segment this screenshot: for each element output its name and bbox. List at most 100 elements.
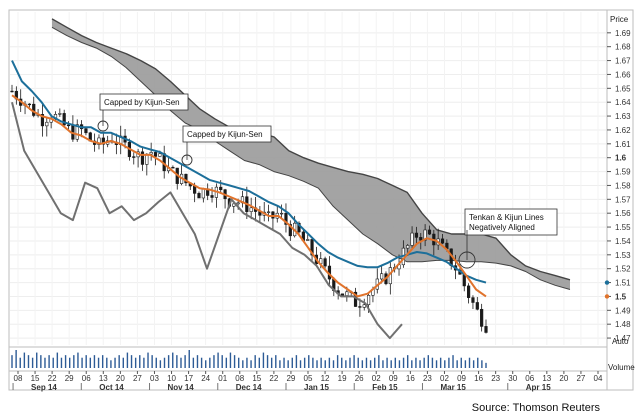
x-tick-label: 12 [321, 374, 330, 383]
volume-bar [31, 357, 34, 368]
volume-bar [184, 355, 186, 368]
volume-bar [97, 357, 100, 368]
volume-bar [303, 357, 306, 368]
candle-body [84, 128, 88, 134]
annotations: Capped by Kijun-Sen Capped by Kijun-Sen Te… [97, 93, 558, 269]
candle-body [306, 239, 310, 241]
candle-body [249, 207, 253, 212]
volume-bar [406, 355, 409, 368]
annotation-text: Capped by Kijun-Sen [104, 98, 180, 107]
volume-bar [435, 360, 438, 368]
volume-bar [180, 357, 182, 368]
volume-bar [89, 357, 92, 368]
x-month-label: Sep 14 [31, 383, 57, 392]
volume-bar [279, 360, 281, 368]
volume-bar [341, 357, 343, 368]
y-tick-label: 1.5 [615, 292, 627, 301]
annotation-circle [181, 154, 193, 166]
x-tick-label: 29 [65, 374, 74, 383]
candle-body [45, 121, 49, 127]
candle-body [140, 151, 145, 165]
candle-body [62, 113, 66, 126]
candle-body [236, 202, 240, 205]
candle-body [323, 258, 327, 267]
volume-bar [349, 357, 351, 368]
volume-bar [266, 355, 269, 368]
y-tick-label: 1.66 [615, 70, 631, 79]
x-tick-label: 08 [14, 374, 23, 383]
candle-body [27, 103, 31, 106]
volume-bar [345, 360, 347, 368]
volume-bar [386, 357, 388, 368]
x-tick-label: 17 [184, 374, 193, 383]
volume-panel [8, 346, 608, 372]
candle-body [184, 173, 188, 184]
volume-bar [390, 360, 392, 368]
candle-body [232, 203, 236, 207]
x-tick-label: 24 [201, 374, 210, 383]
candle-body [171, 166, 175, 169]
y-tick-label: 1.65 [615, 84, 631, 93]
candle-body [132, 156, 136, 158]
candle-body [75, 124, 79, 140]
annotation-circle [97, 120, 109, 132]
x-tick-label: 20 [116, 374, 125, 383]
y-tick-label: 1.53 [615, 251, 631, 260]
x-tick-label: 23 [423, 374, 432, 383]
volume-bar [254, 355, 256, 368]
volume-bar [324, 360, 326, 368]
volume-bar [101, 355, 104, 368]
x-tick-label: 02 [372, 374, 381, 383]
volume-bar [36, 352, 38, 368]
volume-bar [291, 357, 293, 368]
x-tick-label: 16 [474, 374, 483, 383]
candle-body [58, 113, 62, 115]
candle-body [440, 238, 445, 244]
volume-bar [316, 360, 318, 368]
volume-bar [472, 360, 475, 368]
candle-body [310, 239, 314, 256]
candle-body [32, 103, 36, 116]
x-tick-label: 02 [440, 374, 449, 383]
volume-bar [427, 355, 429, 368]
volume-bar [11, 355, 13, 368]
volume-bar [312, 357, 314, 368]
candle-body [193, 185, 197, 194]
candle-body [475, 302, 479, 310]
candle-body [10, 90, 14, 93]
x-tick-label: 30 [508, 374, 517, 383]
volume-bar [353, 355, 355, 368]
volume-bar [172, 352, 174, 368]
volume-bar [448, 357, 450, 368]
candle-body [201, 188, 205, 199]
candle-body [340, 293, 345, 296]
volume-bar [93, 355, 96, 368]
candle-body [480, 308, 484, 327]
volume-bar [143, 357, 145, 368]
volume-bar [444, 360, 446, 368]
x-tick-label: 16 [406, 374, 415, 383]
y-tick-label: 1.68 [615, 43, 631, 52]
auto-label[interactable]: Auto [612, 337, 629, 346]
volume-bar [464, 360, 467, 368]
x-axis: 08 15 22 29 06 13 20 27 03 10 17 24 01 08 15 22 29 05 12 19… [12, 371, 603, 392]
volume-bar [139, 355, 141, 368]
candle-body [266, 211, 271, 213]
volume-bar [155, 357, 157, 368]
candle-body [284, 212, 288, 225]
volume-bar [477, 357, 479, 368]
candle-body [97, 137, 101, 145]
volume-bar [48, 355, 50, 368]
volume-bar [130, 355, 133, 368]
volume-bar [114, 357, 116, 368]
volume-bar [394, 357, 397, 368]
candle-body [40, 114, 45, 127]
candle-body [66, 124, 71, 127]
candle-body [210, 195, 214, 198]
x-month-label: Jan 15 [304, 383, 329, 392]
x-tick-label: 20 [559, 374, 568, 383]
volume-bar [382, 360, 384, 368]
volume-bar [242, 360, 244, 368]
volume-bar [460, 357, 462, 368]
